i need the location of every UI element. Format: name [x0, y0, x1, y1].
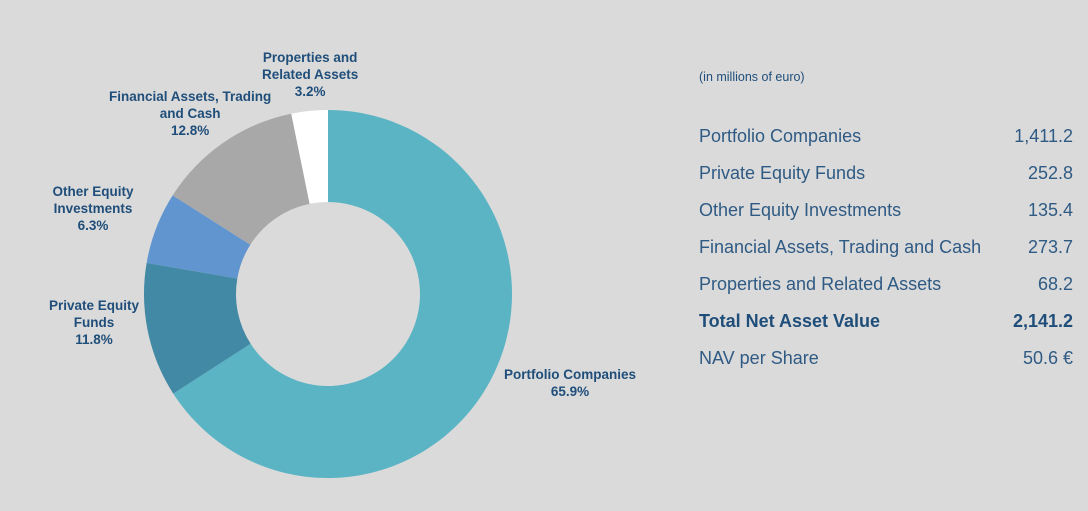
slice-label-other-equity-investments: Other Equity Investments 6.3% — [53, 183, 134, 234]
row-label: Portfolio Companies — [699, 126, 862, 146]
slice-financial-assets — [172, 113, 310, 245]
slice-label-text: and Cash — [159, 106, 221, 121]
slice-label-text: Financial Assets, Trading — [109, 89, 272, 104]
row-label: NAV per Share — [699, 348, 819, 368]
slice-label-financial-assets: Financial Assets, Trading and Cash 12.8% — [109, 88, 271, 139]
slice-other-equity-investments — [146, 195, 251, 279]
slice-percent-label: 65.9% — [550, 384, 590, 399]
row-value: 273.7 — [1027, 237, 1073, 257]
slice-label-text: Private Equity — [49, 298, 140, 313]
table-row: Financial Assets, Trading and Cash 273.7 — [699, 229, 1073, 266]
slice-label-properties: Properties and Related Assets 3.2% — [262, 49, 358, 100]
slice-label-text: Portfolio Companies — [504, 367, 637, 382]
table-row: Other Equity Investments 135.4 — [699, 192, 1073, 229]
slice-label-portfolio-companies: Portfolio Companies 65.9% — [504, 366, 636, 400]
row-label: Other Equity Investments — [699, 200, 902, 220]
slice-percent-label: 12.8% — [171, 123, 210, 138]
table-row: Total Net Asset Value 2,141.2 — [699, 303, 1073, 340]
row-value: 68.2 — [1037, 274, 1073, 294]
slice-label-text: Properties and — [262, 50, 358, 65]
row-label: Private Equity Funds — [699, 163, 866, 183]
row-value: 135.4 — [1027, 200, 1073, 220]
slice-percent-label: 3.2% — [294, 84, 326, 99]
nav-table: Portfolio Companies 1,411.2 Private Equity… — [699, 118, 1073, 377]
units-note: (in millions of euro) — [699, 70, 805, 84]
slice-label-private-equity-funds: Private Equity Funds 11.8% — [49, 297, 139, 348]
row-label: Properties and Related Assets — [699, 274, 942, 294]
slice-percent-label: 11.8% — [75, 332, 113, 347]
slice-label-text: Funds — [73, 315, 115, 330]
row-label: Financial Assets, Trading and Cash — [699, 237, 982, 257]
row-value: 50.6 € — [1022, 348, 1073, 368]
donut-chart — [143, 110, 513, 478]
row-label: Total Net Asset Value — [699, 311, 881, 331]
slice-properties — [291, 110, 328, 204]
slice-portfolio-companies — [173, 110, 513, 478]
row-value: 1,411.2 — [1014, 126, 1073, 146]
row-value: 252.8 — [1027, 163, 1073, 183]
slice-label-text: Related Assets — [262, 67, 359, 82]
slice-label-text: Investments — [53, 201, 133, 216]
table-row: Portfolio Companies 1,411.2 — [699, 118, 1073, 155]
table-row: Properties and Related Assets 68.2 — [699, 266, 1073, 303]
row-value: 2,141.2 — [1012, 311, 1073, 331]
slice-percent-label: 6.3% — [77, 218, 109, 233]
slice-label-text: Other Equity — [52, 184, 134, 199]
table-row: Private Equity Funds 252.8 — [699, 155, 1073, 192]
table-row: NAV per Share 50.6 € — [699, 340, 1073, 377]
slice-private-equity-funds — [143, 262, 251, 394]
